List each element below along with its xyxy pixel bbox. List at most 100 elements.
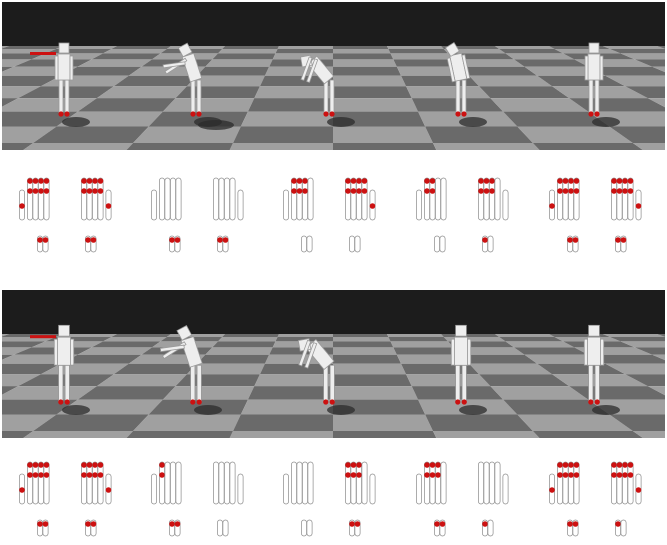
contact-foot: [37, 519, 49, 537]
figure-leg: [58, 364, 64, 403]
finger-outline: [483, 461, 490, 505]
floor-tile: [620, 53, 665, 60]
contact-foot: [615, 235, 627, 253]
toe-outline: [620, 519, 627, 537]
contact-hand: [283, 177, 314, 221]
red-contact-dot-icon: [356, 472, 362, 478]
red-contact-dot-icon: [429, 178, 436, 184]
toe-outline: [222, 235, 229, 253]
finger-outline: [213, 177, 219, 221]
red-contact-dot-icon: [64, 111, 70, 117]
red-contact-dot-icon: [105, 487, 112, 493]
contact-foot: [434, 235, 446, 253]
contact-diagram: [151, 177, 244, 253]
finger-outline: [81, 461, 87, 505]
floor-tile: [333, 347, 397, 355]
figure-upper-body: [162, 42, 203, 83]
red-contact-dot-icon: [90, 237, 97, 243]
finger-outline: [424, 461, 430, 505]
figure-shadow: [327, 117, 355, 127]
finger-outline: [296, 177, 303, 221]
contact-hand: [151, 461, 182, 505]
figure-leg: [329, 364, 335, 403]
thumb-outline: [237, 473, 244, 505]
red-contact-dot-icon: [38, 472, 44, 478]
red-contact-dot-icon: [573, 472, 580, 478]
figure-arm: [54, 55, 59, 81]
floor-tile: [333, 48, 391, 54]
top-agent-frames: [30, 42, 620, 130]
thumb-outline: [151, 473, 157, 505]
floor-tile: [532, 143, 643, 150]
red-contact-dot-icon: [611, 472, 617, 478]
red-contact-dot-icon: [557, 188, 563, 194]
floor-tile: [166, 334, 225, 337]
red-contact-dot-icon: [97, 188, 104, 194]
red-contact-dot-icon: [302, 178, 308, 184]
finger-outline: [291, 461, 297, 505]
figure-arm: [600, 338, 605, 366]
finger-outline: [229, 177, 236, 221]
toe-outline: [306, 235, 313, 253]
red-contact-dot-icon: [92, 178, 98, 184]
floor-tile: [605, 75, 665, 87]
floor-tile: [91, 53, 161, 60]
floor-tile: [657, 334, 665, 337]
red-contact-dot-icon: [86, 188, 93, 194]
red-contact-dot-icon: [345, 188, 351, 194]
red-contact-dot-icon: [58, 399, 64, 405]
finger-outline: [32, 177, 39, 221]
floor-tile: [479, 86, 570, 99]
floor-tile: [2, 431, 34, 438]
contact-hand: [549, 461, 580, 505]
contact-hand: [19, 177, 50, 221]
red-contact-dot-icon: [174, 237, 181, 243]
contact-foot: [301, 235, 313, 253]
contact-hand: [151, 177, 182, 221]
toe-outline: [354, 235, 361, 253]
thumb-outline: [369, 473, 376, 505]
finger-outline: [557, 177, 563, 221]
floor-tile: [503, 399, 610, 415]
red-contact-dot-icon: [38, 178, 44, 184]
toe-outline: [572, 519, 579, 537]
floor-tile: [652, 66, 665, 73]
red-contact-dot-icon: [461, 399, 467, 405]
floor-tile: [259, 363, 333, 375]
floor-tile: [247, 98, 333, 112]
red-contact-dot-icon: [439, 521, 446, 527]
contact-hand: [478, 461, 509, 505]
red-contact-dot-icon: [616, 472, 623, 478]
red-contact-dot-icon: [424, 178, 430, 184]
humanoid-figure-icon: [54, 42, 90, 127]
floor-tile: [77, 386, 176, 400]
red-contact-dot-icon: [38, 188, 44, 194]
figure-torso: [454, 336, 468, 366]
finger-outline: [440, 461, 447, 505]
thumb-outline: [416, 189, 422, 221]
figure-arm: [70, 338, 75, 366]
humanoid-figure-icon: [584, 42, 620, 127]
finger-outline: [568, 461, 574, 505]
contact-foot: [567, 235, 579, 253]
contact-diagram: [549, 177, 642, 253]
red-contact-dot-icon: [356, 188, 362, 194]
red-contact-dot-icon: [81, 188, 87, 194]
red-contact-dot-icon: [345, 462, 351, 468]
finger-outline: [224, 177, 230, 221]
red-contact-dot-icon: [27, 472, 33, 478]
floor-tile: [499, 48, 564, 54]
red-contact-dot-icon: [159, 462, 165, 468]
contact-hand: [213, 177, 244, 221]
red-force-arrow-icon: [30, 52, 56, 55]
red-contact-dot-icon: [196, 111, 202, 117]
toe-outline: [439, 235, 446, 253]
floor-tile: [212, 341, 276, 348]
contact-foot: [169, 235, 181, 253]
figure-torso: [57, 53, 71, 81]
humanoid-figure-icon: [300, 54, 355, 127]
red-contact-dot-icon: [627, 462, 634, 468]
floor-tile: [113, 75, 197, 87]
figure-leg: [594, 364, 600, 403]
red-contact-dot-icon: [361, 178, 368, 184]
